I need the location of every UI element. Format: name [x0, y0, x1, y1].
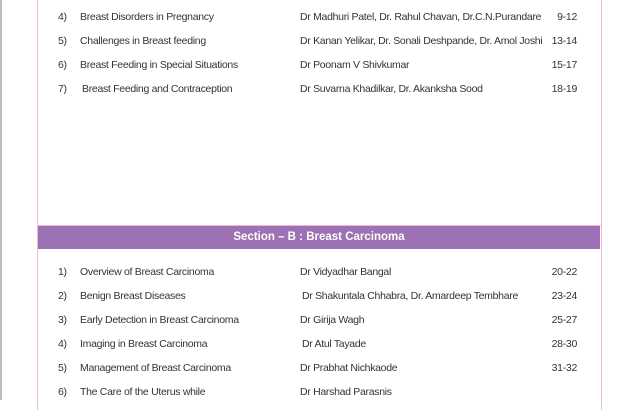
item-pages: 28-30 [551, 338, 578, 350]
item-author: Dr Girija Wagh [300, 314, 365, 326]
item-author: Dr Harshad Parasnis [300, 386, 392, 398]
item-number: 4) [58, 338, 67, 350]
item-title: Early Detection in Breast Carcinoma [80, 314, 239, 326]
item-title: Breast Disorders in Pregnancy [80, 11, 214, 23]
item-title: The Care of the Uterus while [80, 386, 206, 398]
item-title: Management of Breast Carcinoma [80, 362, 231, 374]
toc-row[interactable]: 1) Overview of Breast Carcinoma Dr Vidyadh… [0, 265, 638, 279]
toc-row[interactable]: 5) Management of Breast Carcinoma Dr Prabh… [0, 361, 638, 375]
item-number: 1) [58, 266, 67, 278]
page-frame [37, 0, 602, 410]
item-number: 7) [58, 83, 67, 95]
toc-row[interactable]: 6) Breast Feeding in Special Situations Dr… [0, 58, 638, 72]
section-divider [37, 225, 601, 226]
toc-row[interactable]: 4) Breast Disorders in Pregnancy Dr Madhur… [0, 10, 638, 24]
item-pages: 13-14 [551, 35, 578, 47]
toc-row[interactable]: 7) Breast Feeding and Contraception Dr Suv… [0, 82, 638, 96]
item-title: Overview of Breast Carcinoma [80, 266, 214, 278]
item-author: Dr Prabhat Nichkaode [300, 362, 398, 374]
item-author: Dr Kanan Yelikar, Dr. Sonali Deshpande, … [300, 35, 543, 47]
item-title: Benign Breast Diseases [80, 290, 186, 302]
item-author: Dr Vidyadhar Bangal [300, 266, 391, 278]
toc-row[interactable]: 2) Benign Breast Diseases Dr Shakuntala Ch… [0, 289, 638, 303]
item-pages: 20-22 [551, 266, 578, 278]
item-pages: 15-17 [551, 59, 578, 71]
item-number: 4) [58, 11, 67, 23]
item-title: Imaging in Breast Carcinoma [80, 338, 208, 350]
item-pages: 23-24 [551, 290, 578, 302]
item-pages: 31-32 [551, 362, 578, 374]
item-number: 6) [58, 386, 67, 398]
item-number: 2) [58, 290, 67, 302]
item-pages: 25-27 [551, 314, 578, 326]
toc-row[interactable]: 6) The Care of the Uterus while Dr Harshad… [0, 385, 638, 399]
item-number: 6) [58, 59, 67, 71]
cut-off-row [0, 0, 638, 3]
item-title: Challenges in Breast feeding [80, 35, 206, 47]
item-title: Breast Feeding in Special Situations [80, 59, 238, 71]
toc-row[interactable]: 5) Challenges in Breast feeding Dr Kanan Y… [0, 34, 638, 48]
item-pages: 9-12 [557, 11, 577, 23]
item-number: 3) [58, 314, 67, 326]
item-title: Breast Feeding and Contraception [82, 83, 233, 95]
item-author: Dr Atul Tayade [302, 338, 366, 350]
toc-row[interactable]: 4) Imaging in Breast Carcinoma Dr Atul Tay… [0, 337, 638, 351]
item-pages: 18-19 [551, 83, 578, 95]
item-author: Dr Shakuntala Chhabra, Dr. Amardeep Temb… [302, 290, 518, 302]
item-author: Dr Madhuri Patel, Dr. Rahul Chavan, Dr.C… [300, 11, 542, 23]
item-number: 5) [58, 362, 67, 374]
item-author: Dr Suvarna Khadilkar, Dr. Akanksha Sood [300, 83, 483, 95]
toc-row[interactable]: 3) Early Detection in Breast Carcinoma Dr … [0, 313, 638, 327]
page-edge [0, 0, 2, 400]
section-b-heading: Section – B : Breast Carcinoma [38, 226, 600, 249]
item-author: Dr Poonam V Shivkumar [300, 59, 410, 71]
item-number: 5) [58, 35, 67, 47]
